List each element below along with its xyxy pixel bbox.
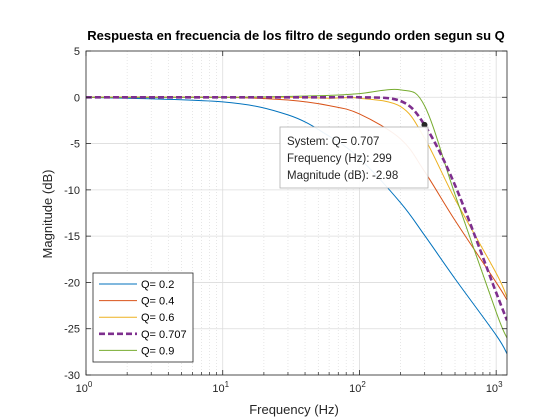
legend-entry: Q= 0.9 — [141, 345, 174, 357]
y-tick-label: -30 — [64, 370, 80, 382]
axes-box — [85, 50, 508, 376]
legend-entry: Q= 0.6 — [141, 312, 174, 324]
x-tick-exponent: 1 — [225, 380, 230, 389]
legend: Q= 0.2 Q= 0.4 Q= 0.6 Q= 0.707 Q= 0.9 — [92, 272, 194, 363]
y-tick-label: -20 — [64, 277, 80, 289]
datatip-label: Frequency (Hz): — [287, 153, 373, 165]
datatip-line: Frequency (Hz): 299 — [287, 153, 392, 165]
series-group — [86, 88, 507, 354]
x-axis-label: Frequency (Hz) — [249, 402, 339, 417]
datatip-line: System: Q= 0.707 — [287, 136, 379, 148]
y-axis-label: Magnitude (dB) — [40, 170, 55, 259]
y-tick-label: 5 — [74, 46, 80, 58]
datatip-label: Magnitude (dB): — [287, 170, 372, 182]
y-tick-label: -15 — [64, 231, 80, 243]
datatip-value: Q= 0.707 — [332, 136, 380, 148]
datatip-label: System: — [287, 136, 332, 148]
chart-title: Respuesta en frecuencia de los filtro de… — [87, 28, 505, 43]
y-tick-label: 0 — [74, 92, 80, 104]
x-tick-exponent: 0 — [88, 380, 93, 389]
x-tick-exponent: 2 — [361, 380, 366, 389]
datatip-marker — [421, 121, 428, 128]
y-tick-label: -25 — [64, 324, 80, 336]
legend-entry: Q= 0.2 — [141, 279, 174, 291]
series-line-q-0-707 — [86, 95, 507, 321]
y-tick-label: -5 — [70, 139, 80, 151]
datatip-line: Magnitude (dB): -2.98 — [287, 170, 398, 182]
datatip-value: -2.98 — [372, 170, 398, 182]
legend-entry: Q= 0.707 — [141, 329, 187, 341]
legend-entry: Q= 0.4 — [141, 296, 174, 308]
datatip-box — [279, 126, 429, 189]
y-tick-label: -10 — [64, 185, 80, 197]
x-tick-exponent: 3 — [498, 380, 503, 389]
datatip-value: 299 — [373, 153, 392, 165]
